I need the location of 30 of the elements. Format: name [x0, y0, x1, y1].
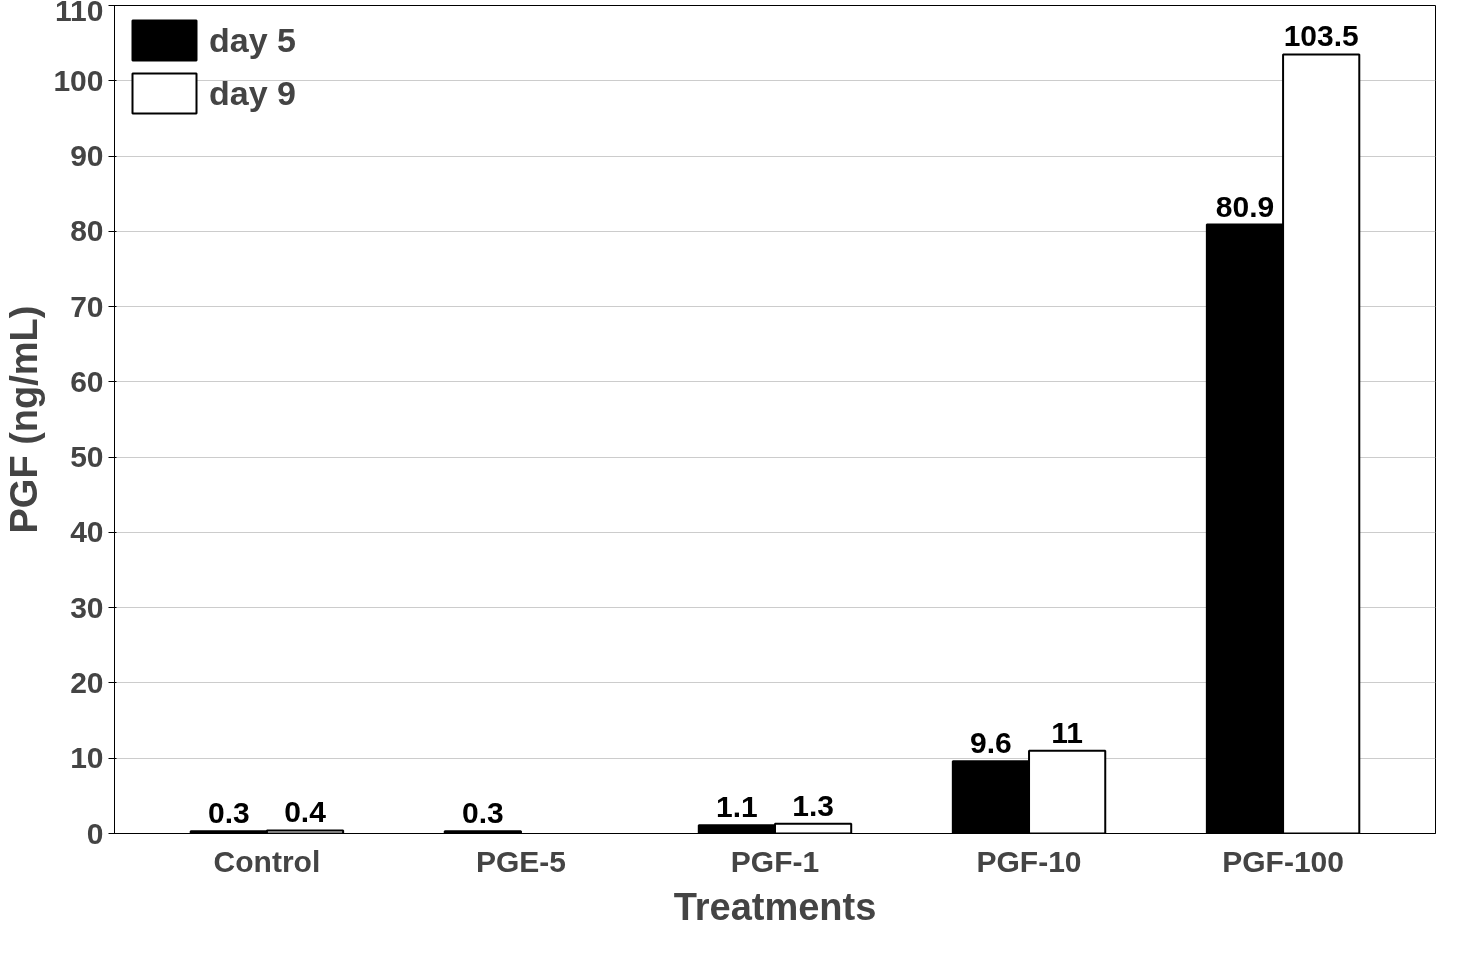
y-tick-label: 80: [70, 214, 104, 248]
data-label: 0.3: [207, 796, 250, 830]
x-tick-label: Control: [213, 844, 321, 878]
y-tick-label: 30: [70, 590, 104, 624]
x-axis-title: Treatments: [673, 885, 877, 928]
data-label: 9.6: [970, 726, 1012, 760]
y-tick-label: 20: [70, 665, 104, 699]
y-axis-title: PGF (ng/mL): [3, 305, 46, 534]
y-tick-label: 100: [53, 63, 104, 97]
data-label: 0.3: [462, 796, 504, 830]
y-tick-label: 90: [70, 139, 104, 173]
x-tick-label: PGF-100: [1222, 844, 1344, 878]
y-tick-label: 50: [70, 440, 104, 474]
x-tick-label: PGF-1: [730, 844, 820, 878]
x-tick-label: PGE-5: [475, 844, 566, 878]
y-tick-label: 110: [55, 0, 104, 27]
y-tick-label: 10: [70, 741, 104, 775]
legend-label: day 5: [209, 20, 296, 60]
data-label: 80.9: [1215, 189, 1275, 223]
y-tick-label: 70: [70, 289, 104, 323]
data-label: 11: [1051, 715, 1084, 749]
data-label: 1.3: [792, 788, 834, 822]
data-label: 1.1: [716, 790, 758, 824]
y-tick-label: 60: [70, 364, 104, 398]
y-tick-label: 40: [70, 515, 104, 549]
x-tick-label: PGF-10: [976, 844, 1082, 878]
legend-label: day 9: [209, 73, 296, 113]
y-tick-label: 0: [86, 816, 104, 850]
data-label: 103.5: [1283, 19, 1359, 53]
data-label: 0.4: [284, 795, 327, 829]
